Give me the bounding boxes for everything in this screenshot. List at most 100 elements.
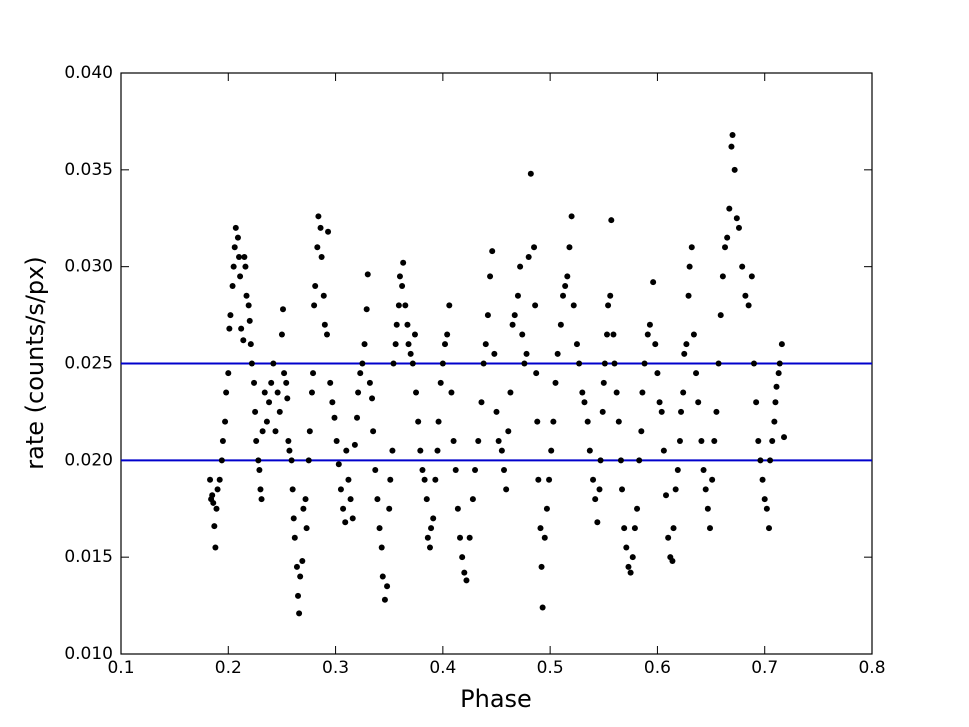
point	[229, 283, 236, 290]
y-tick-label: 0.020	[64, 450, 113, 470]
point	[461, 569, 468, 576]
point	[634, 505, 641, 512]
point	[335, 461, 342, 468]
point	[686, 263, 693, 270]
point	[327, 379, 334, 386]
point	[546, 476, 553, 483]
point	[531, 244, 538, 251]
point	[218, 457, 225, 464]
point	[538, 563, 545, 570]
point	[393, 321, 400, 328]
point	[231, 244, 238, 251]
point	[550, 418, 557, 425]
point	[523, 350, 530, 357]
point	[629, 554, 636, 561]
y-tick-label: 0.030	[64, 257, 113, 277]
point	[396, 273, 403, 280]
point	[454, 505, 461, 512]
point	[417, 447, 424, 454]
point	[421, 476, 428, 483]
point	[340, 505, 347, 512]
point	[507, 389, 514, 396]
point	[286, 447, 293, 454]
point	[654, 370, 661, 377]
point	[646, 321, 653, 328]
point	[428, 525, 435, 532]
y-tick-label: 0.025	[64, 354, 113, 374]
point	[685, 292, 692, 299]
point	[245, 302, 252, 309]
point	[717, 312, 724, 319]
point	[333, 437, 340, 444]
point	[660, 447, 667, 454]
point	[600, 379, 607, 386]
y-tick-label: 0.015	[64, 547, 113, 567]
point	[444, 331, 451, 338]
point	[503, 486, 510, 493]
point	[284, 395, 291, 402]
point	[514, 292, 521, 299]
point	[525, 253, 532, 260]
point	[226, 325, 233, 332]
point	[234, 234, 241, 241]
y-axis-label: rate (counts/s/px)	[21, 256, 49, 469]
point	[610, 331, 617, 338]
x-axis-label: Phase	[460, 685, 532, 713]
point	[706, 525, 713, 532]
point	[285, 437, 292, 444]
point	[652, 341, 659, 348]
point	[627, 569, 634, 576]
point	[755, 437, 762, 444]
point	[566, 244, 573, 251]
point	[650, 279, 657, 286]
point	[320, 292, 327, 299]
point	[702, 486, 709, 493]
point	[539, 604, 546, 611]
point	[281, 370, 288, 377]
point	[592, 496, 599, 503]
point	[623, 544, 630, 551]
point	[491, 350, 498, 357]
point	[261, 389, 268, 396]
y-tick-label: 0.010	[64, 644, 113, 664]
point	[469, 496, 476, 503]
point	[288, 457, 295, 464]
point	[232, 224, 239, 231]
x-tick-label: 0.8	[858, 658, 885, 678]
point	[323, 331, 330, 338]
point	[210, 499, 217, 506]
point	[613, 389, 620, 396]
point	[731, 166, 738, 173]
point	[579, 389, 586, 396]
point	[263, 418, 270, 425]
point	[739, 263, 746, 270]
point	[775, 370, 782, 377]
point	[300, 505, 307, 512]
point	[213, 505, 220, 512]
point	[773, 383, 780, 390]
point	[722, 244, 729, 251]
point	[446, 302, 453, 309]
point	[452, 467, 459, 474]
point	[726, 205, 733, 212]
point	[573, 341, 580, 348]
point	[253, 437, 260, 444]
point	[757, 457, 764, 464]
point	[672, 486, 679, 493]
point	[442, 341, 449, 348]
point	[256, 467, 263, 474]
x-tick-label: 0.5	[537, 658, 564, 678]
point	[772, 399, 779, 406]
point	[501, 467, 508, 474]
point	[293, 563, 300, 570]
point	[475, 437, 482, 444]
point	[413, 389, 420, 396]
point	[395, 302, 402, 309]
point	[690, 331, 697, 338]
point	[498, 447, 505, 454]
point	[700, 467, 707, 474]
point	[570, 302, 577, 309]
point	[482, 341, 489, 348]
point	[533, 370, 540, 377]
point	[557, 321, 564, 328]
